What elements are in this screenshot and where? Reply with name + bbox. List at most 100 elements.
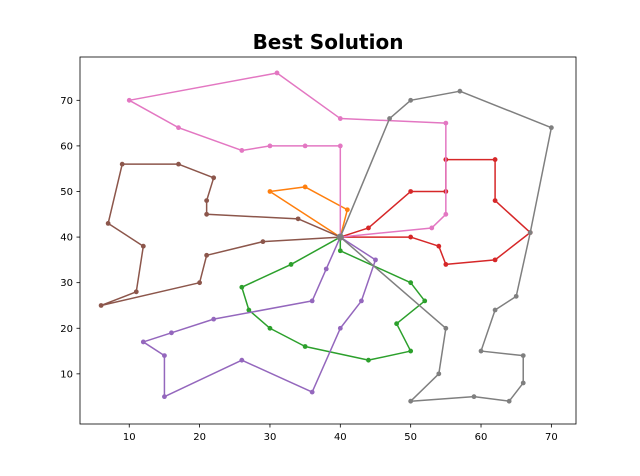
route-6 — [126, 70, 449, 240]
route-point — [422, 298, 428, 304]
route-point — [162, 353, 167, 359]
route-point — [337, 325, 343, 331]
route-point — [366, 357, 371, 363]
x-tick-label: 60 — [475, 432, 488, 443]
depot-point — [336, 233, 344, 241]
x-tick-label: 40 — [334, 432, 347, 443]
route-point — [239, 357, 245, 363]
route-point — [408, 348, 414, 354]
route-point — [408, 234, 414, 240]
route-point — [457, 88, 463, 94]
y-tick-label: 30 — [60, 278, 73, 289]
route-point — [309, 389, 315, 395]
y-axis: 10 20 30 40 50 60 70 — [60, 96, 80, 380]
route-point — [527, 230, 533, 235]
route-point — [394, 321, 399, 327]
route-point — [260, 239, 266, 245]
route-point — [126, 97, 132, 103]
x-axis: 10 20 30 40 50 60 70 — [123, 424, 558, 443]
route-point — [373, 257, 378, 263]
route-point — [140, 339, 146, 345]
route-point — [267, 189, 273, 194]
route-point — [520, 353, 526, 359]
route-point — [443, 325, 449, 331]
route-point — [492, 307, 498, 313]
route-point — [478, 348, 484, 354]
route-point — [471, 394, 477, 400]
route-point — [119, 161, 125, 167]
route-point — [408, 398, 414, 404]
route-point — [176, 125, 181, 131]
route-line — [269, 186, 349, 238]
route-point — [548, 125, 554, 131]
route-line — [241, 236, 426, 361]
y-tick-label: 70 — [60, 96, 73, 107]
x-tick-label: 30 — [264, 432, 277, 443]
route-point — [408, 97, 414, 103]
route-point — [246, 307, 252, 313]
route-point — [366, 225, 371, 231]
series-layer — [98, 70, 554, 404]
route-1 — [239, 234, 428, 363]
route-point — [443, 120, 449, 126]
route-point — [513, 293, 519, 299]
route-point — [344, 207, 350, 213]
route-point — [274, 70, 280, 76]
route-point — [337, 143, 343, 149]
route-point — [506, 398, 512, 404]
route-point — [204, 211, 210, 217]
route-4 — [140, 234, 378, 400]
route-point — [295, 216, 301, 222]
route-point — [267, 143, 273, 149]
route-point — [323, 266, 329, 272]
x-tick-label: 20 — [193, 432, 206, 443]
route-point — [492, 157, 498, 162]
route-point — [337, 116, 343, 121]
route-point — [387, 116, 392, 121]
route-point — [492, 257, 498, 263]
route-point — [429, 225, 435, 231]
route-point — [302, 184, 308, 190]
x-tick-label: 50 — [404, 432, 417, 443]
chart-title: Best Solution — [253, 30, 404, 54]
route-point — [337, 248, 343, 254]
route-point — [204, 198, 210, 204]
y-tick-label: 20 — [60, 324, 73, 335]
y-tick-label: 10 — [60, 369, 73, 380]
route-point — [408, 189, 414, 194]
route-point — [492, 198, 498, 204]
route-point — [436, 243, 442, 249]
route-point — [443, 262, 449, 267]
route-point — [169, 330, 174, 336]
route-point — [302, 143, 308, 149]
route-point — [239, 284, 245, 290]
route-point — [302, 344, 308, 349]
route-point — [140, 243, 146, 249]
route-point — [204, 252, 210, 258]
x-tick-label: 70 — [545, 432, 558, 443]
route-point — [443, 211, 449, 217]
route-point — [239, 148, 245, 153]
route-point — [211, 175, 217, 181]
route-point — [309, 298, 315, 304]
route-line — [340, 158, 532, 266]
route-point — [133, 289, 139, 295]
x-tick-label: 10 — [123, 432, 136, 443]
route-point — [408, 280, 414, 286]
route-point — [211, 316, 217, 322]
route-line — [128, 72, 447, 238]
route-point — [105, 221, 111, 226]
route-5 — [98, 161, 343, 308]
route-point — [267, 325, 273, 331]
route-line — [142, 236, 377, 398]
route-point — [520, 380, 526, 386]
y-tick-label: 50 — [60, 187, 73, 198]
y-tick-label: 40 — [60, 233, 73, 244]
route-point — [436, 371, 442, 377]
route-point — [288, 262, 294, 267]
route-point — [98, 303, 104, 308]
route-point — [162, 394, 167, 400]
route-point — [197, 280, 203, 286]
y-tick-label: 60 — [60, 141, 73, 152]
